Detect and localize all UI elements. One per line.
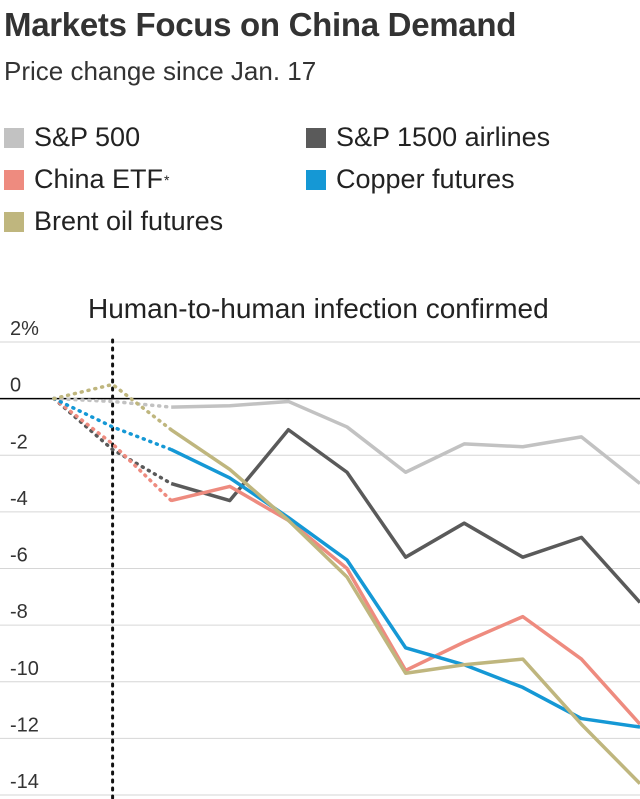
y-tick-label: -2 <box>10 431 28 453</box>
series-line-dotted <box>52 396 173 503</box>
chart-title: Markets Focus on China Demand <box>4 6 517 43</box>
series-line <box>171 399 640 485</box>
legend-label: Copper futures <box>336 164 515 194</box>
y-tick-label: -6 <box>10 545 28 567</box>
legend-label: China ETF <box>34 164 164 194</box>
legend-item-china-etf: China ETF * <box>4 164 170 195</box>
legend-swatch <box>306 127 326 148</box>
y-tick-label: -8 <box>10 601 28 623</box>
y-tick-label: -4 <box>10 488 28 510</box>
y-tick-label: -14 <box>10 771 39 793</box>
series-line-dotted <box>52 396 173 452</box>
series-line-dotted <box>52 382 173 432</box>
series-line-dotted <box>52 396 173 409</box>
legend-swatch <box>4 169 24 190</box>
y-tick-label: -12 <box>10 714 39 736</box>
legend-swatch <box>4 127 24 148</box>
series-line <box>170 484 640 726</box>
y-tick-label: 0 <box>10 375 21 397</box>
series-line-dotted <box>52 396 173 486</box>
legend-item-airlines: S&P 1500 airlines <box>306 122 550 153</box>
legend-swatch <box>306 169 326 190</box>
legend-item-sp500: S&P 500 <box>4 122 140 153</box>
chart-subtitle: Price change since Jan. 17 <box>4 56 317 86</box>
legend-item-copper: Copper futures <box>306 164 515 195</box>
y-tick-label: 2% <box>10 318 39 340</box>
series-line <box>170 448 640 729</box>
legend-label: Brent oil futures <box>34 206 224 236</box>
legend: S&P 500 S&P 1500 airlines China ETF * Cop… <box>0 118 640 248</box>
series-line <box>170 428 640 604</box>
annotation-label: Human-to-human infection confirmed <box>88 293 549 324</box>
legend-label: S&P 1500 airlines <box>336 122 551 152</box>
legend-label: S&P 500 <box>34 122 141 152</box>
y-tick-label: -10 <box>10 658 39 680</box>
series-line <box>170 428 640 785</box>
legend-swatch <box>4 211 24 232</box>
legend-item-brent: Brent oil futures <box>4 206 223 237</box>
legend-note: * <box>164 171 170 188</box>
